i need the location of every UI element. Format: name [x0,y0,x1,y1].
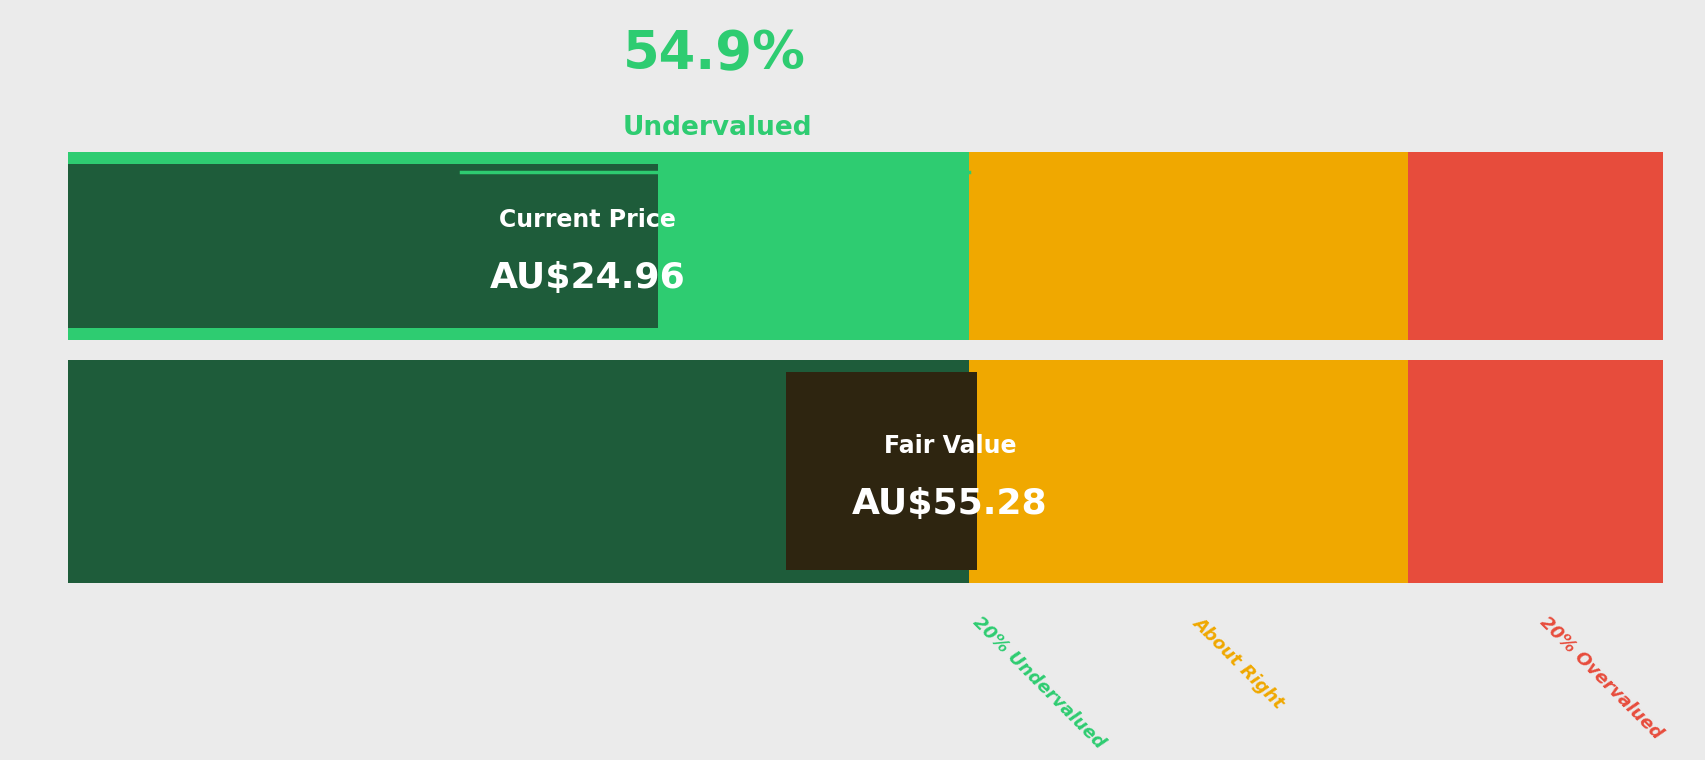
Text: Current Price: Current Price [500,208,675,233]
Text: Fair Value: Fair Value [883,434,1016,458]
Bar [68,151,968,340]
Bar [968,360,1129,583]
Bar [786,372,977,571]
Bar [1407,360,1662,583]
Text: AU$55.28: AU$55.28 [852,487,1047,521]
Bar [1407,360,1662,583]
Bar [1129,360,1407,583]
Text: 20% Undervalued: 20% Undervalued [968,613,1108,752]
Text: AU$24.96: AU$24.96 [489,261,685,295]
Bar [1129,360,1407,583]
Bar [68,163,658,328]
Bar [1129,151,1407,340]
Bar [968,360,1129,583]
Bar [68,360,968,583]
Text: About Right: About Right [1188,613,1287,711]
Bar [968,151,1129,340]
Text: 20% Overvalued: 20% Overvalued [1534,613,1664,743]
Bar [1407,151,1662,340]
Text: 54.9%: 54.9% [622,28,805,80]
Text: Undervalued: Undervalued [622,115,812,141]
Bar [68,360,1662,583]
